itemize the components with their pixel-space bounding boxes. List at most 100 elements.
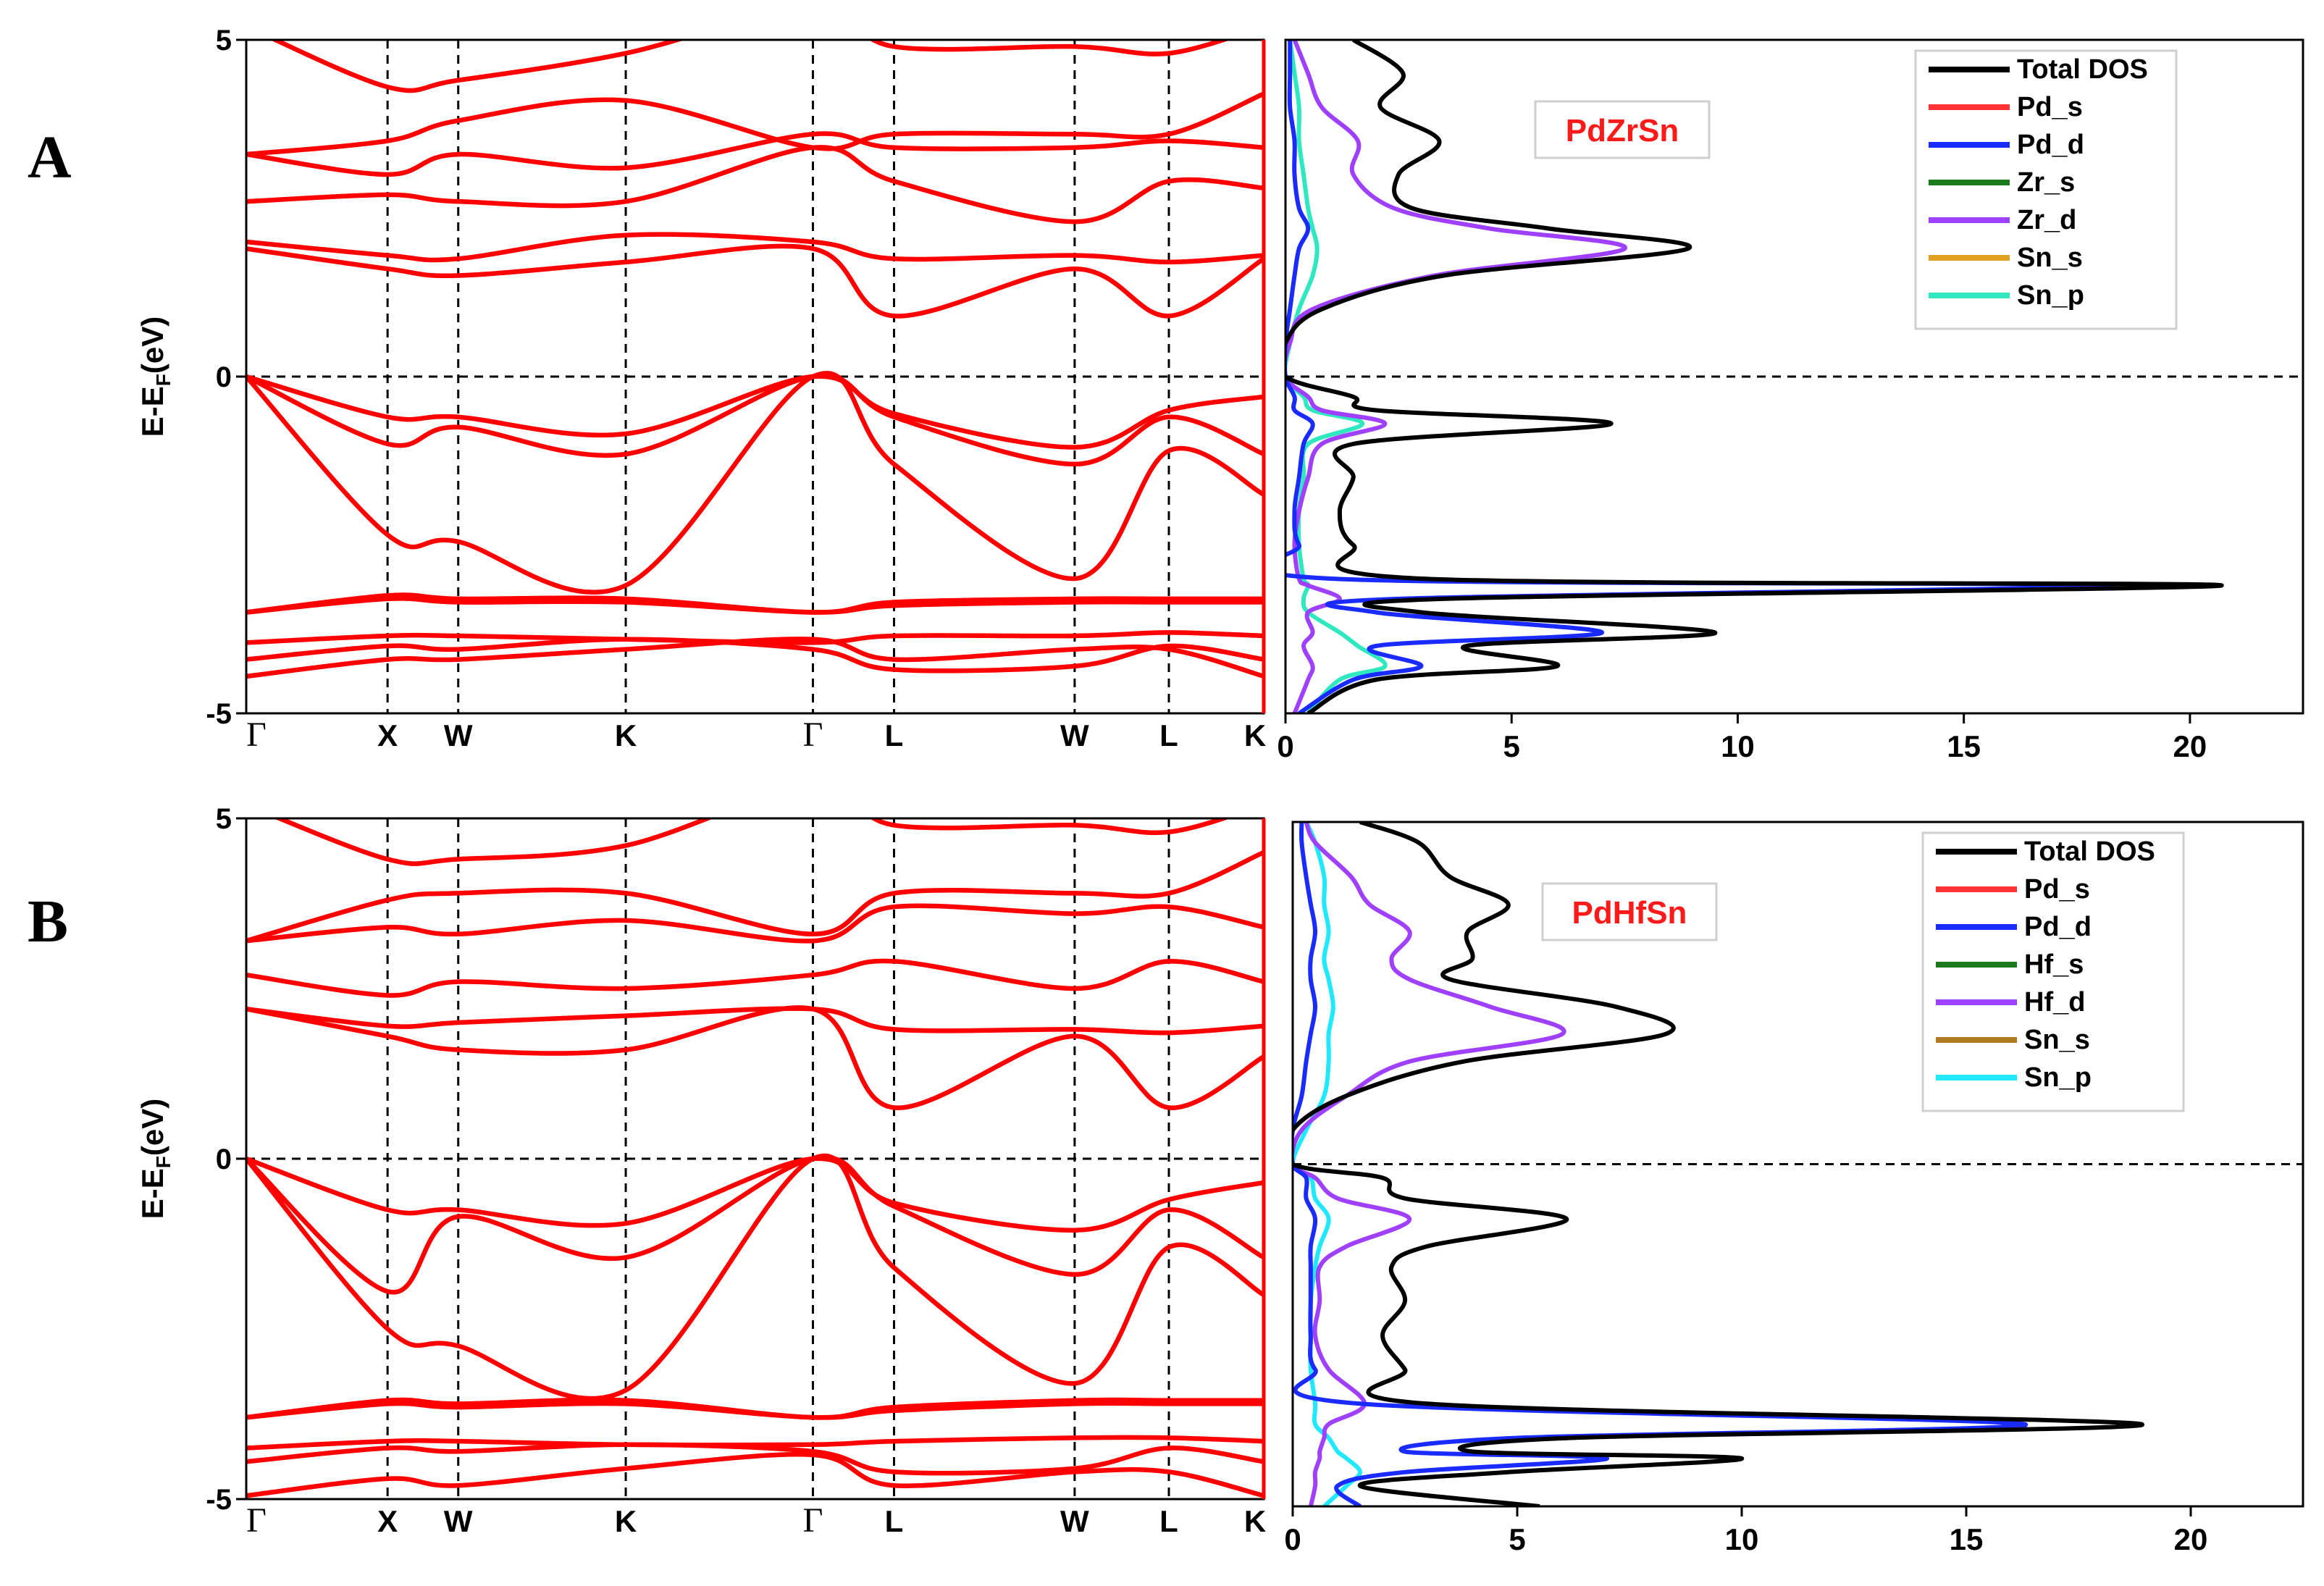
kpoint-label: L (885, 718, 904, 752)
band-line (246, 131, 1264, 177)
band-line (246, 91, 1264, 157)
band-line (246, 371, 1264, 595)
legend-label: Hf_d (2024, 987, 2085, 1018)
legend-label: Pd_d (2024, 912, 2092, 942)
legend-label: Sn_p (2024, 1062, 2092, 1093)
band-line (246, 903, 1264, 944)
band-line (246, 1153, 1264, 1401)
y-axis-label: E-EF(eV) (135, 1099, 175, 1219)
legend-label: Total DOS (2017, 54, 2148, 85)
legend-box (1914, 49, 2178, 330)
band-line (246, 637, 1264, 674)
legend-label: Zr_d (2017, 205, 2076, 235)
x-tick-label: 20 (2173, 729, 2207, 763)
y-tick-label: -5 (206, 698, 232, 730)
x-tick-label: 15 (1947, 729, 1981, 763)
material-label-box (1541, 882, 1718, 941)
band-line (273, 818, 1231, 866)
band-line (246, 1005, 1264, 1110)
dos-series (1285, 40, 2224, 713)
legend-box (1921, 831, 2185, 1112)
y-axis-label: E-EF(eV) (135, 316, 175, 437)
legend-label: Pd_s (2024, 874, 2090, 905)
band-line (246, 243, 1264, 319)
legend-label: Pd_s (2017, 92, 2083, 122)
x-tick-label: 15 (1950, 1522, 1984, 1556)
dos-series (1293, 822, 2144, 1506)
y-tick-label: 0 (216, 1144, 232, 1175)
kpoint-label: Γ (246, 1501, 267, 1540)
dos-plot-b: 0 5 10 15 20 PdHfSn Total DOS Pd_s Pd_d Hf_s Hf_d S… (1284, 821, 2304, 1556)
band-line (246, 1442, 1264, 1476)
band-line (246, 630, 1264, 645)
dos-series-line (1293, 822, 2144, 1506)
kpoint-label: K (615, 1504, 637, 1538)
material-label: PdHfSn (1572, 895, 1687, 931)
legend-label: Sn_s (2017, 243, 2083, 273)
y-tick-label: 5 (216, 25, 232, 56)
band-line (246, 374, 1264, 450)
x-tick-label: 0 (1284, 1522, 1301, 1556)
kpoint-label: K (1244, 1504, 1266, 1538)
band-line (246, 1397, 1264, 1420)
dos-series-line (1293, 822, 2029, 1506)
kpoint-label: Γ (803, 716, 823, 754)
panel-letter-a: A (28, 124, 72, 191)
legend-label: Sn_p (2017, 280, 2084, 311)
kpoint-label: L (1159, 1504, 1178, 1538)
x-tick-label: 10 (1721, 729, 1755, 763)
dos-series-line (1285, 40, 1627, 713)
band-line (246, 1155, 1264, 1295)
band-line (246, 592, 1264, 615)
kpoint-label: Γ (246, 716, 267, 754)
y-tick-label: 5 (216, 803, 232, 835)
band-line (246, 1006, 1264, 1036)
x-tick-label: 5 (1503, 729, 1520, 763)
legend-label: Zr_s (2017, 167, 2075, 198)
legend-label: Total DOS (2024, 836, 2155, 867)
dos-series-line (1293, 822, 1566, 1506)
band-structure-b: 5 0 -5 E-EF(eV) Γ X W K Γ L W L K (135, 803, 1266, 1540)
legend-label: Sn_s (2024, 1025, 2090, 1055)
band-line (246, 1435, 1264, 1451)
band-line (269, 40, 1231, 93)
dos-series-line (1285, 40, 2224, 713)
kpoint-label: W (444, 1504, 473, 1538)
dos-plot-a: 0 5 10 15 20 PdZrSn Total DOS Pd_s Pd_d Zr_s Zr_d S… (1277, 38, 2304, 763)
dos-frame (1284, 38, 2304, 715)
kpoint-label: Γ (803, 1501, 823, 1540)
material-label-box (1534, 100, 1711, 159)
kpoint-label: X (377, 1504, 398, 1538)
legend-label: Pd_d (2017, 130, 2084, 160)
x-tick-label: 0 (1277, 729, 1293, 763)
band-line (246, 1452, 1264, 1498)
band-line (246, 232, 1264, 265)
kpoint-label: L (1159, 718, 1178, 752)
band-line (246, 1156, 1264, 1233)
x-tick-label: 20 (2174, 1522, 2208, 1556)
band-line (246, 637, 1264, 679)
band-lines (246, 818, 1264, 1498)
x-tick-label: 10 (1725, 1522, 1759, 1556)
band-lines (246, 40, 1264, 679)
band-structure-a: 5 0 -5 E-EF(eV) Γ X W K Γ L W L K (135, 25, 1266, 754)
panel-letter-b: B (28, 888, 68, 955)
kpoint-label: W (1060, 1504, 1089, 1538)
dos-series-line (1293, 822, 1362, 1506)
band-line (246, 958, 1264, 998)
kpoint-label: K (1244, 718, 1266, 752)
kpoint-label: X (377, 718, 398, 752)
y-tick-label: -5 (206, 1484, 232, 1516)
dos-series-line (1285, 40, 2115, 713)
legend-label: Hf_s (2024, 949, 2084, 980)
kpoint-label: L (885, 1504, 904, 1538)
kpoint-label: W (1060, 718, 1089, 752)
x-tick-label: 5 (1509, 1522, 1525, 1556)
material-label: PdZrSn (1566, 113, 1679, 148)
dos-series-line (1285, 40, 1388, 713)
band-line (246, 145, 1264, 225)
kpoint-label: W (444, 718, 473, 752)
dos-frame (1291, 821, 2304, 1508)
y-tick-label: 0 (216, 361, 232, 393)
